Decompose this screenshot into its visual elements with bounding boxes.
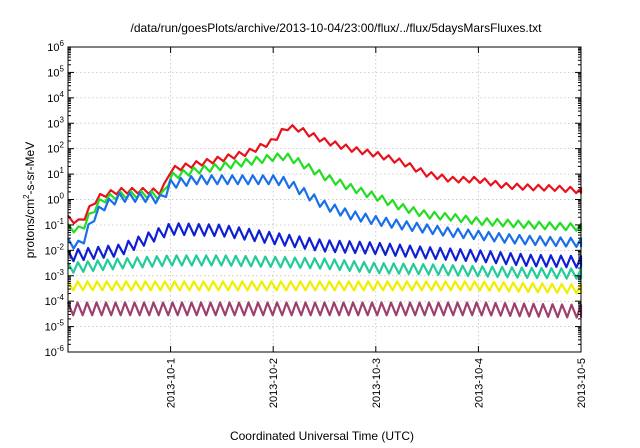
y-tick-label: 10-6 [45,344,65,359]
y-tick-label-base: 10 [47,67,59,79]
ticks [68,46,582,353]
y-tick-label-base: 10 [47,118,59,130]
y-tick-label-exp: 5 [60,64,65,73]
series-line [67,280,583,295]
y-tick-label-exp: 3 [60,115,65,124]
grid [68,47,581,352]
y-tick-label-exp: -5 [57,319,65,328]
y-tick-label-base: 10 [47,169,59,181]
y-tick-label-exp: -3 [57,268,65,277]
series-line [67,124,583,225]
y-tick-label: 10-5 [45,319,65,334]
y-tick-label: 102 [47,141,64,156]
y-tick-label-exp: -1 [57,217,65,226]
series-line [67,152,583,234]
y-tick-label-exp: 2 [60,141,65,150]
y-tick-label: 101 [47,166,64,181]
y-tick-label-base: 10 [47,42,59,54]
y-tick-label-exp: 4 [60,90,65,99]
y-axis-title-rest: -s-sr-MeV [23,142,37,195]
y-tick-label-base: 10 [45,347,57,359]
y-tick-label-base: 10 [45,245,57,257]
y-axis-title: protons/cm2-s-sr-MeV [22,142,37,258]
y-tick-label-base: 10 [47,93,59,105]
y-tick-label-exp: -4 [57,293,65,302]
y-tick-label-exp: 0 [60,192,65,201]
y-tick-label: 10-4 [45,293,65,308]
x-axis-title: Coordinated Universal Time (UTC) [230,429,414,443]
y-axis-title-main: protons/cm [23,199,37,258]
y-tick-label-exp: -6 [57,344,65,353]
y-tick-label-exp: -2 [57,242,65,251]
series-group [66,124,583,319]
y-tick-label: 106 [47,39,64,54]
y-tick-label: 10-2 [45,242,65,257]
y-axis-title-sup: 2 [22,194,31,199]
x-tick-label: 2013-10-4 [473,358,485,408]
y-tick-label: 100 [47,192,64,207]
y-tick-label: 103 [47,115,64,130]
y-tick-label-base: 10 [45,322,57,334]
y-tick-label: 10-1 [45,217,65,232]
y-tick-label-base: 10 [45,296,57,308]
x-tick-label: 2013-10-2 [268,358,280,408]
y-tick-label-base: 10 [47,195,59,207]
series-line [67,174,583,250]
y-tick-label: 10-3 [45,268,65,283]
x-tick-label: 2013-10-5 [576,358,588,408]
y-tick-label: 104 [47,90,64,105]
x-tick-label: 2013-10-1 [166,358,178,408]
tick-labels: 10-610-510-410-310-210-11001011021031041… [45,39,588,408]
x-tick-label: 2013-10-3 [371,358,383,408]
y-tick-label-base: 10 [45,271,57,283]
y-tick-label-exp: 6 [60,39,65,48]
y-tick-label-base: 10 [47,144,59,156]
series-line [66,301,583,319]
y-tick-label-exp: 1 [60,166,65,175]
series-line [67,222,583,269]
series-line [67,254,583,280]
chart-title: /data/run/goesPlots/archive/2013-10-04/2… [131,21,543,35]
y-tick-label-base: 10 [45,220,57,232]
y-tick-label: 105 [47,64,64,79]
